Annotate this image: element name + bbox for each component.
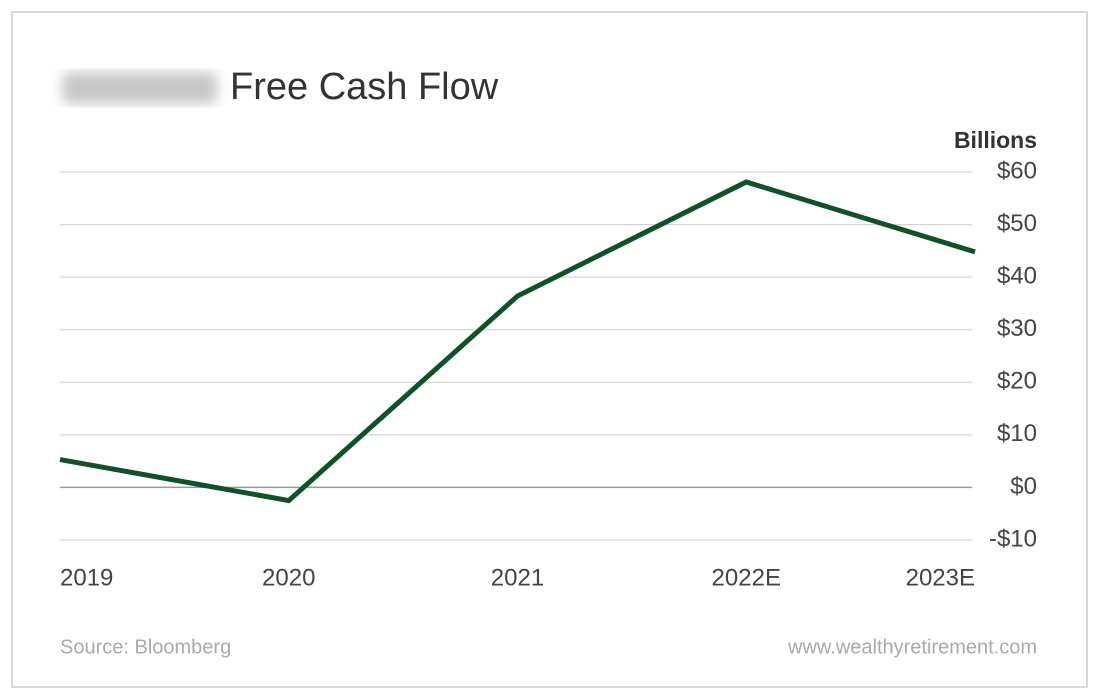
blurred-name bbox=[62, 72, 217, 104]
y-tick-label: $30 bbox=[997, 315, 1037, 342]
y-tick-label: -$10 bbox=[989, 525, 1037, 552]
website: www.wealthyretirement.com bbox=[787, 636, 1037, 658]
frame bbox=[11, 11, 1088, 688]
y-tick-label: $50 bbox=[997, 210, 1037, 237]
source: Source: Bloomberg bbox=[60, 636, 231, 658]
y-tick-label: $20 bbox=[997, 368, 1037, 395]
x-tick-label: 2021 bbox=[491, 564, 544, 591]
x-tick-label: 2023E bbox=[906, 564, 975, 591]
y-tick-label: $0 bbox=[1010, 473, 1037, 500]
y-axis-label: Billions bbox=[954, 127, 1037, 153]
y-tick-label: $60 bbox=[997, 157, 1037, 184]
x-tick-label: 2020 bbox=[262, 564, 315, 591]
chart-title: Free Cash Flow bbox=[230, 66, 499, 108]
line bbox=[59, 179, 976, 504]
x-tick-label: 2022E bbox=[712, 564, 781, 591]
x-tick-label: 2019 bbox=[60, 564, 113, 591]
y-tick-label: $10 bbox=[997, 420, 1037, 447]
y-tick-label: $40 bbox=[997, 262, 1037, 289]
